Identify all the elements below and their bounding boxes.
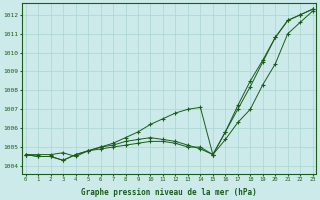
X-axis label: Graphe pression niveau de la mer (hPa): Graphe pression niveau de la mer (hPa) bbox=[81, 188, 257, 197]
